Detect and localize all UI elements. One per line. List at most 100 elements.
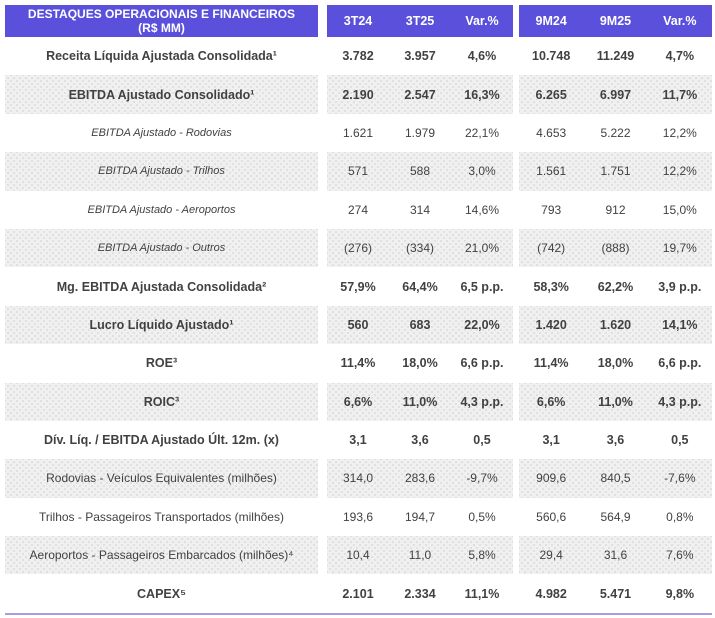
cell-9m25: (888) xyxy=(601,241,630,256)
cell-9m24: 10.748 xyxy=(532,49,571,64)
col-header-var-q: Var.% xyxy=(465,14,499,28)
table-row: EBITDA Ajustado - Trilhos 571 588 3,0% 1… xyxy=(5,152,712,191)
table-row: EBITDA Ajustado Consolidado¹ 2.190 2.547… xyxy=(5,75,712,114)
row-label: EBITDA Ajustado - Rodovias xyxy=(91,126,232,139)
cell-9m25: 18,0% xyxy=(597,356,634,371)
cell-9m25: 6.997 xyxy=(599,87,632,102)
row-label: ROE³ xyxy=(145,356,178,371)
cell-3t25: 2.334 xyxy=(404,586,436,601)
table-row: EBITDA Ajustado - Aeroportos 274 314 14,… xyxy=(5,191,712,229)
cell-3t25: 3.957 xyxy=(404,49,436,64)
cell-3t25: 11,0% xyxy=(402,394,438,409)
table-row: EBITDA Ajustado - Rodovias 1.621 1.979 2… xyxy=(5,114,712,152)
cell-3t25: 64,4% xyxy=(402,279,438,294)
cell-9m25: 3,6 xyxy=(606,433,625,448)
cell-9m25: 5.471 xyxy=(599,586,632,601)
cell-3t24: 3,1 xyxy=(349,433,367,448)
row-label: Dív. Líq. / EBITDA Ajustado Últ. 12m. (x… xyxy=(44,433,279,448)
cell-3t24: 314,0 xyxy=(342,471,374,486)
cell-var-q: 14,6% xyxy=(464,202,500,217)
cell-3t24: 6,6% xyxy=(343,394,373,409)
cell-3t24: (276) xyxy=(343,241,372,256)
table-title: DESTAQUES OPERACIONAIS E FINANCEIROS (R$… xyxy=(5,5,318,37)
cell-3t24: 274 xyxy=(347,202,369,217)
cell-9m24: 11,4% xyxy=(533,356,569,371)
cell-9m25: 912 xyxy=(605,202,626,217)
table-row: Mg. EBITDA Ajustada Consolidada² 57,9% 6… xyxy=(5,267,712,305)
table-row: Receita Líquida Ajustada Consolidada¹ 3.… xyxy=(5,37,712,75)
cell-var-q: 22,1% xyxy=(464,125,500,140)
cell-9m24: 560,6 xyxy=(536,509,567,524)
table-row: ROE³ 11,4% 18,0% 6,6 p.p. 11,4% 18,0% 6,… xyxy=(5,344,712,382)
cell-3t25: 1.979 xyxy=(404,125,436,140)
table-row: Aeroportos - Passageiros Embarcados (mil… xyxy=(5,536,712,575)
cell-3t25: 314 xyxy=(409,202,431,217)
row-label: EBITDA Ajustado Consolidado¹ xyxy=(5,75,318,114)
row-label: Aeroportos - Passageiros Embarcados (mil… xyxy=(5,536,318,575)
cell-9m25: 564,9 xyxy=(600,509,631,524)
cell-9m24: 1.561 xyxy=(536,164,567,179)
cell-3t24: 3.782 xyxy=(342,49,374,64)
cell-3t24: 193,6 xyxy=(342,509,374,524)
cell-var-y: 7,6% xyxy=(666,548,694,563)
cell-var-q: 5,8% xyxy=(468,548,496,563)
col-header-9m25: 9M25 xyxy=(599,14,632,28)
cell-3t24: 560 xyxy=(347,317,369,332)
cell-3t24: 2.101 xyxy=(342,586,374,601)
cell-9m25: 5.222 xyxy=(600,125,631,140)
cell-9m24: 909,6 xyxy=(536,471,567,486)
col-header-3t24: 3T24 xyxy=(343,14,373,28)
table-row: Lucro Líquido Ajustado¹ 560 683 22,0% 1.… xyxy=(5,305,712,345)
cell-var-y: 14,1% xyxy=(662,317,698,332)
cell-var-y: 19,7% xyxy=(662,241,697,256)
cell-var-y: 0,5 xyxy=(671,433,689,448)
cell-var-q: 11,1% xyxy=(464,586,500,601)
cell-9m25: 31,6 xyxy=(603,548,628,563)
cell-var-q: 16,3% xyxy=(464,87,500,102)
cell-var-y: 0,8% xyxy=(666,509,694,524)
row-label: EBITDA Ajustado - Outros xyxy=(5,228,318,268)
col-header-var-y: Var.% xyxy=(663,14,697,28)
cell-var-y: 4,7% xyxy=(665,49,695,64)
table-row: Dív. Líq. / EBITDA Ajustado Últ. 12m. (x… xyxy=(5,421,712,459)
cell-9m24: 3,1 xyxy=(542,433,560,448)
cell-3t24: 2.190 xyxy=(342,87,374,102)
cell-3t25: 18,0% xyxy=(402,356,438,371)
row-label: Mg. EBITDA Ajustada Consolidada² xyxy=(56,279,267,294)
cell-3t25: 11,0 xyxy=(408,548,432,563)
table-row: Trilhos - Passageiros Transportados (mil… xyxy=(5,498,712,536)
cell-9m25: 840,5 xyxy=(600,471,631,486)
cell-var-q: 21,0% xyxy=(464,241,500,256)
table-bottom-border xyxy=(5,612,712,615)
cell-3t25: 283,6 xyxy=(404,471,436,486)
cell-var-q: 3,0% xyxy=(468,164,496,179)
row-label: EBITDA Ajustado - Trilhos xyxy=(5,152,318,191)
highlights-table: DESTAQUES OPERACIONAIS E FINANCEIROS (R$… xyxy=(5,5,712,615)
cell-var-y: 6,6 p.p. xyxy=(658,356,702,371)
cell-3t25: 588 xyxy=(409,164,431,179)
cell-var-y: 15,0% xyxy=(662,202,697,217)
cell-9m25: 62,2% xyxy=(597,279,634,294)
cell-3t25: 3,6 xyxy=(411,433,429,448)
table-row: CAPEX⁵ 2.101 2.334 11,1% 4.982 5.471 9,8… xyxy=(5,574,712,612)
cell-var-q: -9,7% xyxy=(466,471,498,486)
cell-9m24: (742) xyxy=(537,241,566,256)
cell-3t24: 11,4% xyxy=(340,356,376,371)
cell-9m24: 6,6% xyxy=(536,394,566,409)
cell-3t24: 1.621 xyxy=(342,125,374,140)
cell-3t25: (334) xyxy=(405,241,434,256)
cell-var-y: 9,8% xyxy=(665,586,695,601)
row-label: Trilhos - Passageiros Transportados (mil… xyxy=(39,509,284,524)
cell-9m25: 11,0% xyxy=(598,394,633,409)
cell-9m25: 1.751 xyxy=(600,164,631,179)
cell-3t24: 57,9% xyxy=(340,279,376,294)
row-label: Lucro Líquido Ajustado¹ xyxy=(5,305,318,345)
cell-var-y: 12,2% xyxy=(662,164,697,179)
cell-var-y: 11,7% xyxy=(662,87,698,102)
cell-var-y: -7,6% xyxy=(664,471,696,486)
cell-var-q: 6,5 p.p. xyxy=(460,279,504,294)
table-row: EBITDA Ajustado - Outros (276) (334) 21,… xyxy=(5,228,712,268)
cell-3t24: 10,4 xyxy=(346,548,370,563)
cell-var-y: 3,9 p.p. xyxy=(658,279,702,294)
row-label: Receita Líquida Ajustada Consolidada¹ xyxy=(46,49,277,64)
